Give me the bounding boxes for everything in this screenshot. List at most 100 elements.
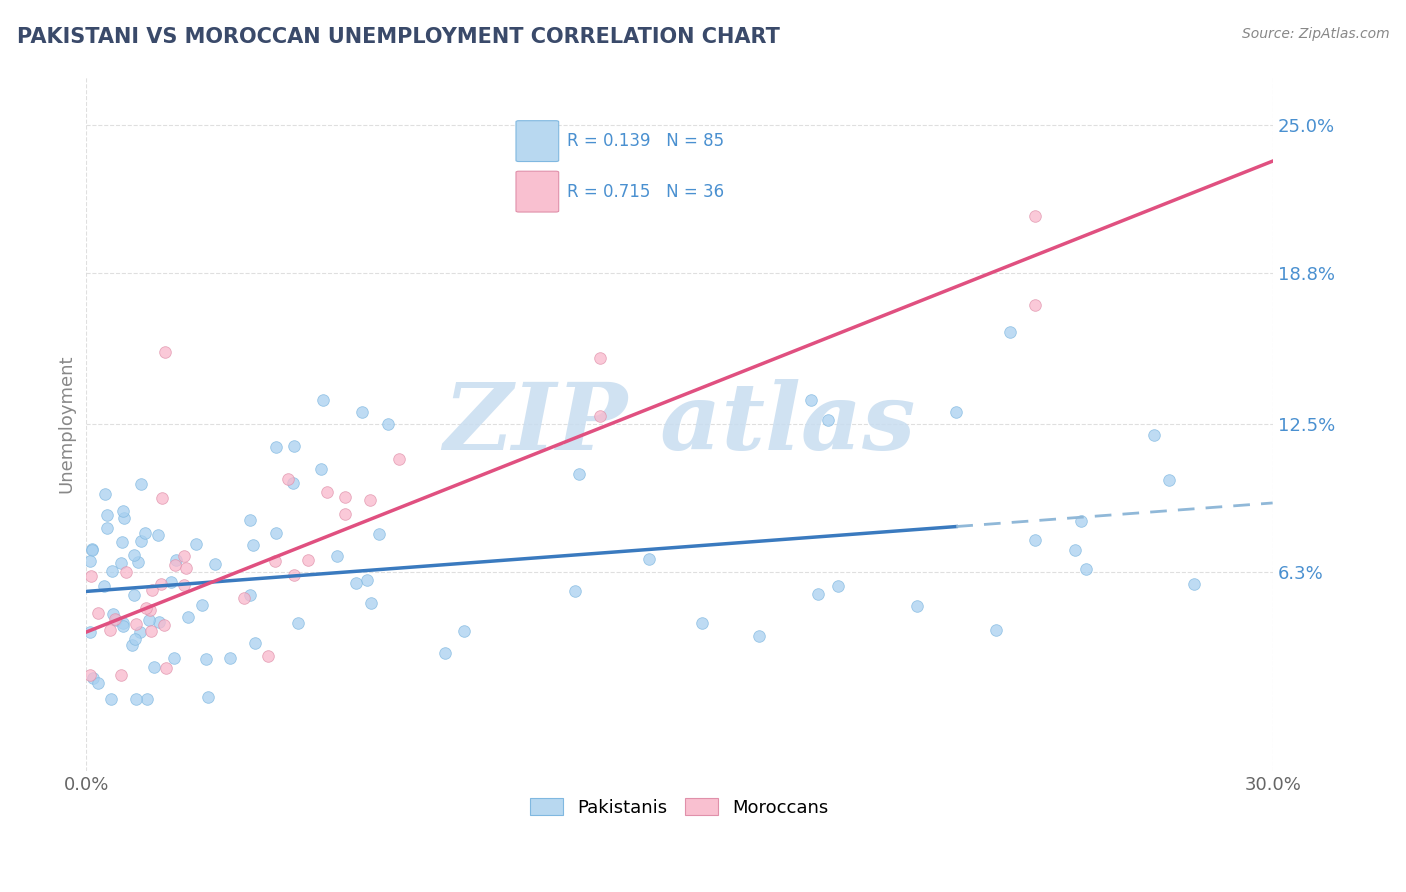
Point [360, 596, 382, 610]
Point [160, 574, 183, 589]
Point [195, 651, 218, 665]
Point [204, 557, 226, 571]
Point [263, 554, 285, 568]
Point [312, 393, 335, 408]
Point [453, 624, 475, 638]
Point [104, 612, 127, 626]
Point [589, 351, 612, 365]
Point [163, 558, 186, 572]
Point [125, 617, 148, 632]
Point [1143, 427, 1166, 442]
Point [80, 543, 103, 558]
Point [155, 345, 177, 359]
Point [283, 568, 305, 582]
Point [297, 553, 319, 567]
Point [136, 692, 159, 706]
Point [589, 409, 612, 423]
Point [141, 583, 163, 598]
Point [146, 527, 169, 541]
Point [748, 629, 770, 643]
Point [239, 513, 262, 527]
Point [243, 636, 266, 650]
Point [127, 555, 149, 569]
Point [638, 552, 661, 566]
Y-axis label: Unemployment: Unemployment [58, 355, 75, 493]
Point [122, 548, 145, 562]
Point [335, 507, 357, 521]
Point [111, 534, 134, 549]
Point [100, 692, 122, 706]
Point [800, 393, 823, 408]
Point [79, 554, 101, 568]
Point [433, 646, 456, 660]
Point [377, 417, 399, 431]
Point [690, 616, 713, 631]
Point [139, 624, 162, 638]
Point [368, 527, 391, 541]
Point [1070, 514, 1092, 528]
Point [125, 692, 148, 706]
Text: ZIP atlas: ZIP atlas [443, 379, 915, 469]
Point [266, 526, 288, 541]
Point [101, 607, 124, 622]
Point [1024, 297, 1046, 311]
Point [264, 440, 287, 454]
Text: PAKISTANI VS MOROCCAN UNEMPLOYMENT CORRELATION CHART: PAKISTANI VS MOROCCAN UNEMPLOYMENT CORRE… [17, 27, 780, 46]
Point [817, 412, 839, 426]
Text: Source: ZipAtlas.com: Source: ZipAtlas.com [1241, 27, 1389, 41]
Point [94, 487, 117, 501]
Point [173, 549, 195, 564]
Point [388, 452, 411, 467]
Point [112, 511, 135, 525]
Point [135, 601, 157, 615]
Point [1157, 473, 1180, 487]
Legend: Pakistanis, Moroccans: Pakistanis, Moroccans [523, 791, 835, 824]
Point [80, 569, 103, 583]
Point [277, 472, 299, 486]
Point [177, 610, 200, 624]
Point [155, 661, 177, 675]
Point [568, 467, 591, 481]
Point [82, 671, 104, 685]
Point [121, 638, 143, 652]
Point [96, 521, 118, 535]
Point [100, 623, 122, 637]
Point [1182, 577, 1205, 591]
Point [129, 477, 152, 491]
Point [153, 618, 176, 632]
Point [105, 613, 128, 627]
Point [110, 668, 132, 682]
Point [128, 624, 150, 639]
Point [134, 526, 156, 541]
Point [219, 651, 242, 665]
Point [138, 613, 160, 627]
Point [233, 591, 256, 606]
Point [281, 476, 304, 491]
Point [150, 491, 173, 505]
Point [150, 577, 173, 591]
Point [287, 615, 309, 630]
Point [350, 405, 373, 419]
Point [257, 649, 280, 664]
Point [344, 575, 367, 590]
Point [998, 325, 1021, 339]
Point [114, 565, 136, 579]
Point [356, 573, 378, 587]
Point [283, 439, 305, 453]
Point [174, 561, 197, 575]
Point [139, 603, 162, 617]
Point [112, 504, 135, 518]
Point [124, 632, 146, 647]
Point [184, 537, 207, 551]
Point [79, 668, 101, 682]
Point [242, 538, 264, 552]
Point [1074, 562, 1097, 576]
Point [905, 599, 928, 613]
Point [96, 508, 118, 523]
Point [86, 676, 108, 690]
Point [564, 584, 586, 599]
Point [163, 651, 186, 665]
Point [110, 556, 132, 570]
Point [239, 588, 262, 602]
Point [1064, 543, 1087, 558]
